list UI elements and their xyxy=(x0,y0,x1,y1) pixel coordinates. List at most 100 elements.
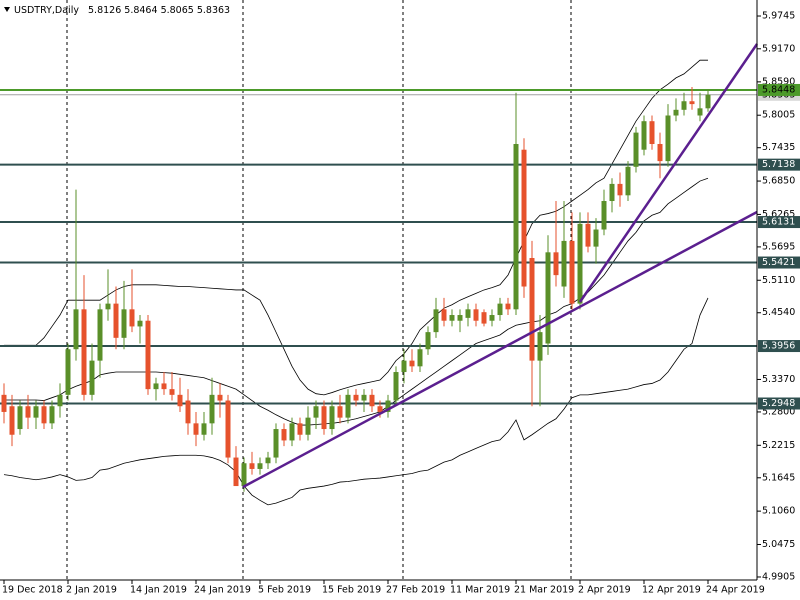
y-tick-label: 5.2800 xyxy=(762,406,795,417)
candle-body xyxy=(73,309,79,350)
level-box xyxy=(758,158,800,171)
candle-body xyxy=(553,252,559,276)
y-tick-label: 5.7435 xyxy=(762,142,795,153)
candle-body xyxy=(697,108,703,116)
candle-body xyxy=(385,400,391,412)
candle-body xyxy=(417,349,423,367)
candle-body xyxy=(457,315,463,321)
y-tick-label: 5.9745 xyxy=(762,11,795,22)
y-tick-label: 5.5110 xyxy=(762,275,795,286)
candle-body xyxy=(81,309,87,395)
y-tick-label: 5.1060 xyxy=(762,506,795,517)
candle-body xyxy=(97,309,103,361)
candle-body xyxy=(633,132,639,167)
level-box xyxy=(758,216,800,229)
axes xyxy=(0,0,758,581)
candle-body xyxy=(689,101,695,105)
candle-body xyxy=(393,372,399,401)
candle-body xyxy=(105,303,111,310)
candle-body xyxy=(185,400,191,424)
x-tick-label: 2 Apr 2019 xyxy=(578,585,631,596)
level-box xyxy=(758,340,800,353)
candle-body xyxy=(425,332,431,350)
candle-body xyxy=(305,417,311,435)
y-tick-label: 5.0475 xyxy=(762,539,795,550)
candle-body xyxy=(617,183,623,196)
candle-body xyxy=(441,309,447,321)
candle-body xyxy=(17,406,23,430)
level-label: 5.6131 xyxy=(762,217,795,228)
candle-body xyxy=(25,406,31,418)
level-label: 5.2948 xyxy=(762,398,795,409)
trend-lines xyxy=(242,43,759,489)
candle-body xyxy=(41,406,47,424)
candle-body xyxy=(585,223,591,247)
level-label: 5.5421 xyxy=(762,257,795,268)
candle-body xyxy=(177,394,183,407)
candle-body xyxy=(433,309,439,333)
candle-body xyxy=(497,303,503,316)
candle-body xyxy=(161,383,167,390)
candle-body xyxy=(225,400,231,458)
level-label: 5.3956 xyxy=(762,341,795,352)
candle-body xyxy=(89,360,95,395)
menu-triangle xyxy=(4,7,10,12)
candle-body xyxy=(657,144,663,162)
chart-title: USDTRY,Daily 5.8126 5.8464 5.8065 5.8363 xyxy=(14,5,230,16)
candle-body xyxy=(209,394,215,424)
candle-body xyxy=(121,309,127,338)
level-box xyxy=(758,397,800,410)
candle-body xyxy=(289,423,295,441)
candle-body xyxy=(353,394,359,401)
x-tick-label: 19 Dec 2018 xyxy=(2,585,63,596)
level-label: 5.7138 xyxy=(762,159,795,170)
candle-body xyxy=(593,229,599,247)
candle-body xyxy=(201,423,207,435)
candle-body xyxy=(489,315,495,321)
candle-body xyxy=(217,394,223,401)
trend-line xyxy=(578,43,759,303)
candle-body xyxy=(529,258,535,361)
x-tick-label: 24 Apr 2019 xyxy=(706,585,765,596)
candle-body xyxy=(113,303,119,338)
bollinger-bands xyxy=(3,59,709,506)
candle-body xyxy=(545,252,551,344)
y-tick-label: 5.4540 xyxy=(762,307,795,318)
candle-body xyxy=(377,406,383,412)
candle-body xyxy=(561,240,567,287)
candle-body xyxy=(649,121,655,145)
x-tick-label: 2 Jan 2019 xyxy=(66,585,117,596)
last-open: 5.8126 xyxy=(88,5,121,16)
candle-body xyxy=(153,383,159,390)
candle-body xyxy=(233,457,239,487)
y-tick-label: 5.6850 xyxy=(762,176,795,187)
y-tick-label: 5.1645 xyxy=(762,472,795,483)
y-tick-label: 5.6265 xyxy=(762,209,795,220)
candle-body xyxy=(609,183,615,202)
y-tick-label: 5.5695 xyxy=(762,241,795,252)
candle-body xyxy=(521,149,527,287)
labels: 5.9745 5.9170 5.8590 5.8005 5.7435 5.6850 5.62… xyxy=(2,11,800,596)
candles xyxy=(1,86,711,492)
band-lower xyxy=(3,297,709,506)
candle-body xyxy=(9,406,15,435)
candle-body xyxy=(465,309,471,318)
candle-body xyxy=(33,406,39,418)
candle-body xyxy=(601,201,607,230)
x-tick-label: 12 Apr 2019 xyxy=(642,585,701,596)
candle-body xyxy=(569,240,575,304)
candle-body xyxy=(577,223,583,304)
candle-body xyxy=(273,429,279,458)
candle-body xyxy=(57,394,63,407)
level-box xyxy=(758,256,800,269)
candle-body xyxy=(321,406,327,430)
candle-body xyxy=(281,429,287,441)
candle-body xyxy=(513,144,519,310)
levels xyxy=(0,88,757,405)
candle-body xyxy=(265,457,271,464)
x-tick-label: 11 Mar 2019 xyxy=(450,585,510,596)
candle-body xyxy=(681,101,687,110)
